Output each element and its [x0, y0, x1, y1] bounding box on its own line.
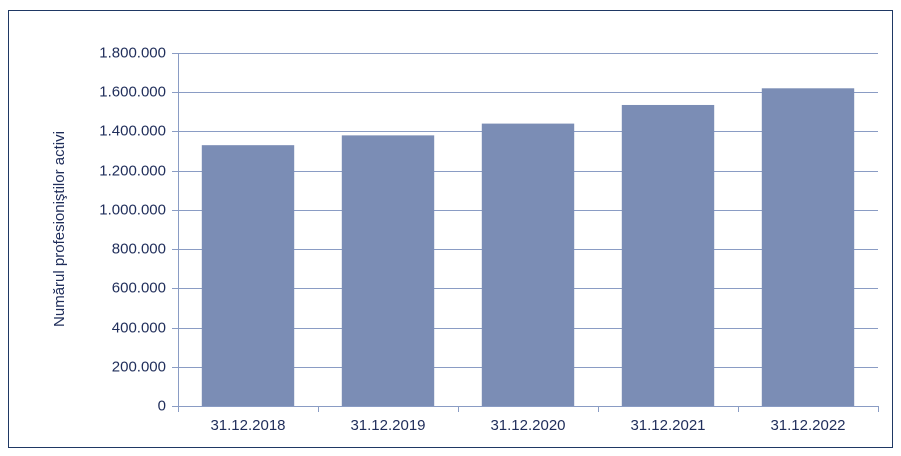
y-tick-label: 800.000 — [112, 240, 166, 257]
y-tick-label: 1.200.000 — [99, 162, 166, 179]
y-tick-label: 1.600.000 — [99, 83, 166, 100]
bar — [341, 135, 435, 406]
y-tick-label: 400.000 — [112, 319, 166, 336]
y-tick-label: 600.000 — [112, 279, 166, 296]
bar — [481, 123, 575, 406]
x-tick-label: 31.12.2019 — [350, 417, 425, 434]
y-axis-label: Numărul profesioniştilor activi — [51, 131, 68, 327]
bar — [621, 104, 715, 406]
y-tick-label: 1.400.000 — [99, 122, 166, 139]
y-tick-label: 200.000 — [112, 358, 166, 375]
y-tick-label: 0 — [158, 397, 166, 414]
x-tick-label: 31.12.2018 — [210, 417, 285, 434]
chart-frame — [8, 10, 893, 448]
x-tick-label: 31.12.2022 — [770, 417, 845, 434]
y-tick-label: 1.000.000 — [99, 201, 166, 218]
y-tick-label: 1.800.000 — [99, 44, 166, 61]
x-tick-label: 31.12.2020 — [490, 417, 565, 434]
bar — [201, 145, 295, 406]
bar — [761, 88, 855, 407]
x-tick-label: 31.12.2021 — [630, 417, 705, 434]
